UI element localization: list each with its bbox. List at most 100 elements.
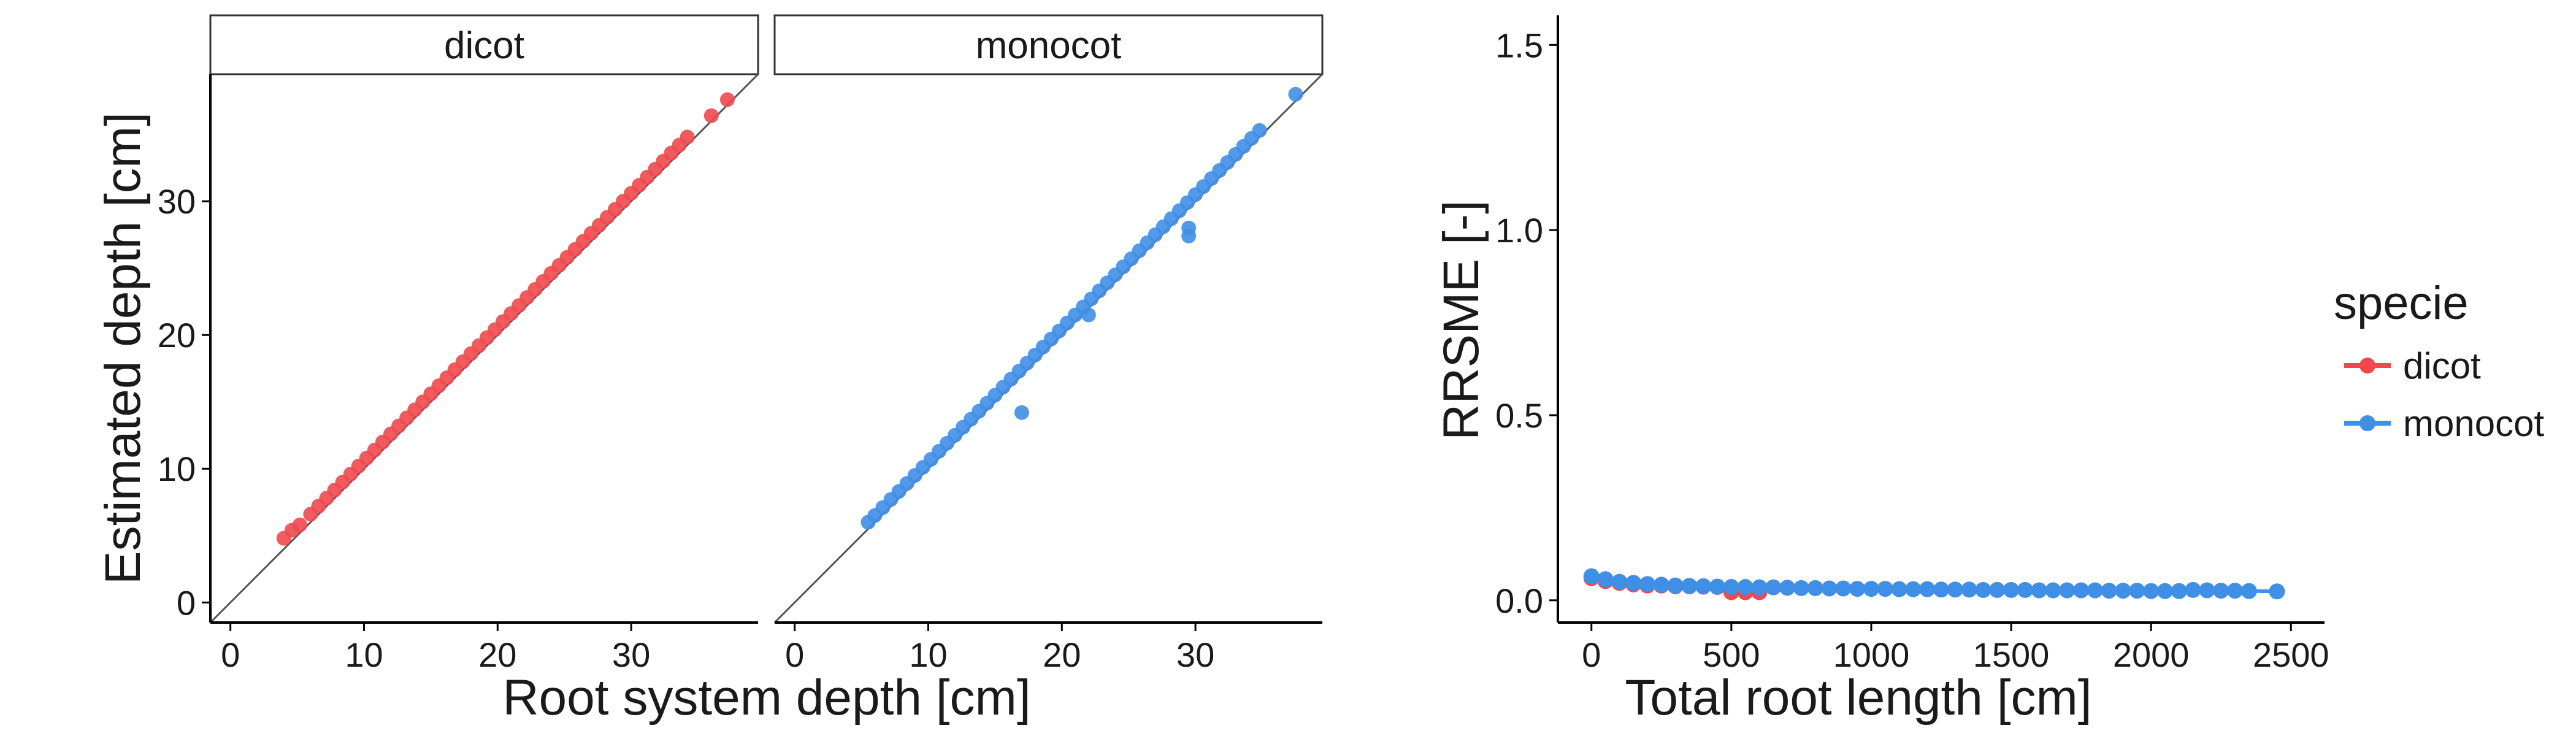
point-monocot-8 [1695,578,1712,594]
y-tick-label-left-0: 0 [177,583,196,622]
point-monocot-31 [2017,581,2033,598]
point-monocot-6 [1667,577,1684,594]
point-monocot-44 [2199,582,2215,599]
x-tick-label-dicot-3: 30 [612,635,650,674]
legend-item-monocot: monocot [2344,403,2544,444]
point-monocot-40 [2143,583,2160,599]
facet-strip-monocot [773,14,1324,75]
point-monocot-12 [1751,579,1768,596]
facet-label-dicot: dicot [444,25,524,67]
point-monocot-16 [1807,580,1823,596]
point-monocot-18 [1835,580,1852,597]
y-tick-label-right-2: 1.0 [1495,211,1543,250]
point-monocot-49 [1252,123,1267,138]
x-tick-label-dicot-1: 10 [345,635,383,674]
x-tick-label-monocot-1: 10 [909,635,947,674]
point-monocot-26 [1947,581,1963,598]
point-monocot-2 [1611,573,1628,590]
point-monocot-13 [1765,579,1782,596]
legend-title: specie [2334,277,2469,329]
facet-panel-dicot: dicot 0 10 20 30 0 10 20 30 [158,14,759,674]
facet-panel-monocot: monocot 0 10 20 30 [773,14,1324,674]
y-tick-label-left-2: 20 [158,316,196,355]
point-monocot-50 [1288,86,1303,102]
point-monocot-22 [1891,581,1907,597]
point-monocot-42 [2171,583,2187,599]
x-tick-label-right-5: 2500 [2253,635,2329,674]
point-monocot-17 [1821,580,1838,597]
point-monocot-25 [1933,581,1949,598]
point-monocot-5 [1653,577,1669,593]
point-dicot-50 [680,129,695,145]
point-monocot-7 [1681,578,1698,594]
x-axis-title-left: Root system depth [cm] [502,670,1030,726]
point-dicot-52 [719,92,735,107]
x-axis-title-right: Total root length [cm] [1625,670,2091,726]
point-monocot-11 [1737,579,1754,596]
x-tick-label-dicot-2: 20 [478,635,516,674]
x-tick-label-dicot-0: 0 [221,635,240,674]
point-monocot-33 [2045,582,2061,599]
point-monocot-39 [2129,583,2145,599]
point-monocot-48 [2269,583,2285,600]
point-monocot-21 [1877,581,1893,597]
facet-label-monocot: monocot [976,25,1122,67]
y-tick-label-right-3: 1.5 [1495,26,1543,64]
line-chart: Total root length [cm] RRSME [-] 0.0 0.5 1… [1433,15,2329,726]
y-axis-title-right: RRSME [-] [1433,200,1489,440]
facet-strip-dicot [209,14,759,75]
x-tick-label-right-3: 1500 [1973,635,2050,674]
point-monocot-23 [1905,581,1922,597]
point-monocot-37 [2101,583,2117,599]
x-tick-label-monocot-2: 20 [1043,635,1081,674]
legend-key-point-monocot [2359,415,2375,431]
point-monocot-29 [1989,581,2006,598]
legend-label-dicot: dicot [2403,345,2481,386]
point-monocot-28 [1975,581,1991,598]
point-monocot-0 [1583,568,1600,585]
y-tick-label-left-3: 30 [158,182,196,221]
point-dicot-2 [292,517,307,532]
point-monocot-19 [1849,581,1866,597]
point-monocot-43 [2185,581,2201,598]
point-monocot-41 [2156,583,2173,599]
point-monocot-10 [1723,579,1739,596]
point-monocot-1 [1597,571,1614,588]
y-axis-title-left: Estimated depth [cm] [95,112,151,585]
point-monocot-14 [1779,580,1796,596]
point-monocot-4 [1639,576,1655,592]
legend-key-point-dicot [2359,358,2375,374]
point-monocot-15 [1793,580,1809,596]
point-monocot-20 [1863,581,1879,597]
x-tick-label-right-4: 2000 [2113,635,2190,674]
point-monocot-27 [1961,581,1977,598]
point-monocot-54 [1181,220,1197,236]
x-tick-label-right-2: 1000 [1833,635,1910,674]
point-monocot-32 [2031,582,2047,599]
legend: specie dicot monocot [2334,277,2544,444]
point-monocot-35 [2073,582,2090,599]
point-monocot-30 [2003,581,2020,598]
point-monocot-52 [1081,307,1096,323]
point-monocot-34 [2059,582,2076,599]
x-tick-label-monocot-3: 30 [1176,635,1214,674]
point-dicot-51 [703,108,719,123]
point-monocot-9 [1709,578,1726,595]
y-tick-label-right-0: 0.0 [1495,581,1543,620]
point-monocot-3 [1625,575,1642,591]
x-tick-label-monocot-0: 0 [785,635,804,674]
point-monocot-36 [2087,582,2103,599]
scatter-chart: dicot 0 10 20 30 0 10 20 30 monocot 0 10 20 30 Roo… [95,14,1324,726]
x-tick-label-right-0: 0 [1582,635,1601,674]
point-monocot-51 [1014,405,1029,420]
point-monocot-45 [2213,583,2229,599]
y-tick-label-right-1: 0.5 [1495,396,1543,435]
legend-label-monocot: monocot [2403,403,2544,444]
legend-item-dicot: dicot [2344,345,2481,386]
point-monocot-47 [2241,583,2257,599]
point-monocot-38 [2115,583,2131,599]
point-monocot-24 [1919,581,1936,597]
point-monocot-46 [2227,583,2244,599]
y-tick-label-left-1: 10 [158,450,196,488]
